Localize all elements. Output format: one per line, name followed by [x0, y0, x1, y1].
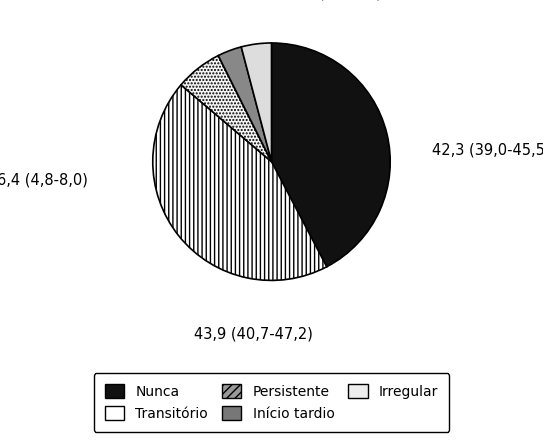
Text: 42,3 (39,0-45,5): 42,3 (39,0-45,5) [432, 142, 543, 157]
Wedge shape [241, 43, 272, 162]
Wedge shape [218, 47, 272, 162]
Text: 6,4 (4,8-8,0): 6,4 (4,8-8,0) [0, 172, 87, 187]
Wedge shape [272, 43, 390, 267]
Wedge shape [153, 85, 327, 280]
Legend: Nunca, Transitório, Persistente, Início tardio, Irregular: Nunca, Transitório, Persistente, Início … [93, 373, 450, 431]
Wedge shape [181, 55, 272, 162]
Text: 43,9 (40,7-47,2): 43,9 (40,7-47,2) [194, 326, 313, 342]
